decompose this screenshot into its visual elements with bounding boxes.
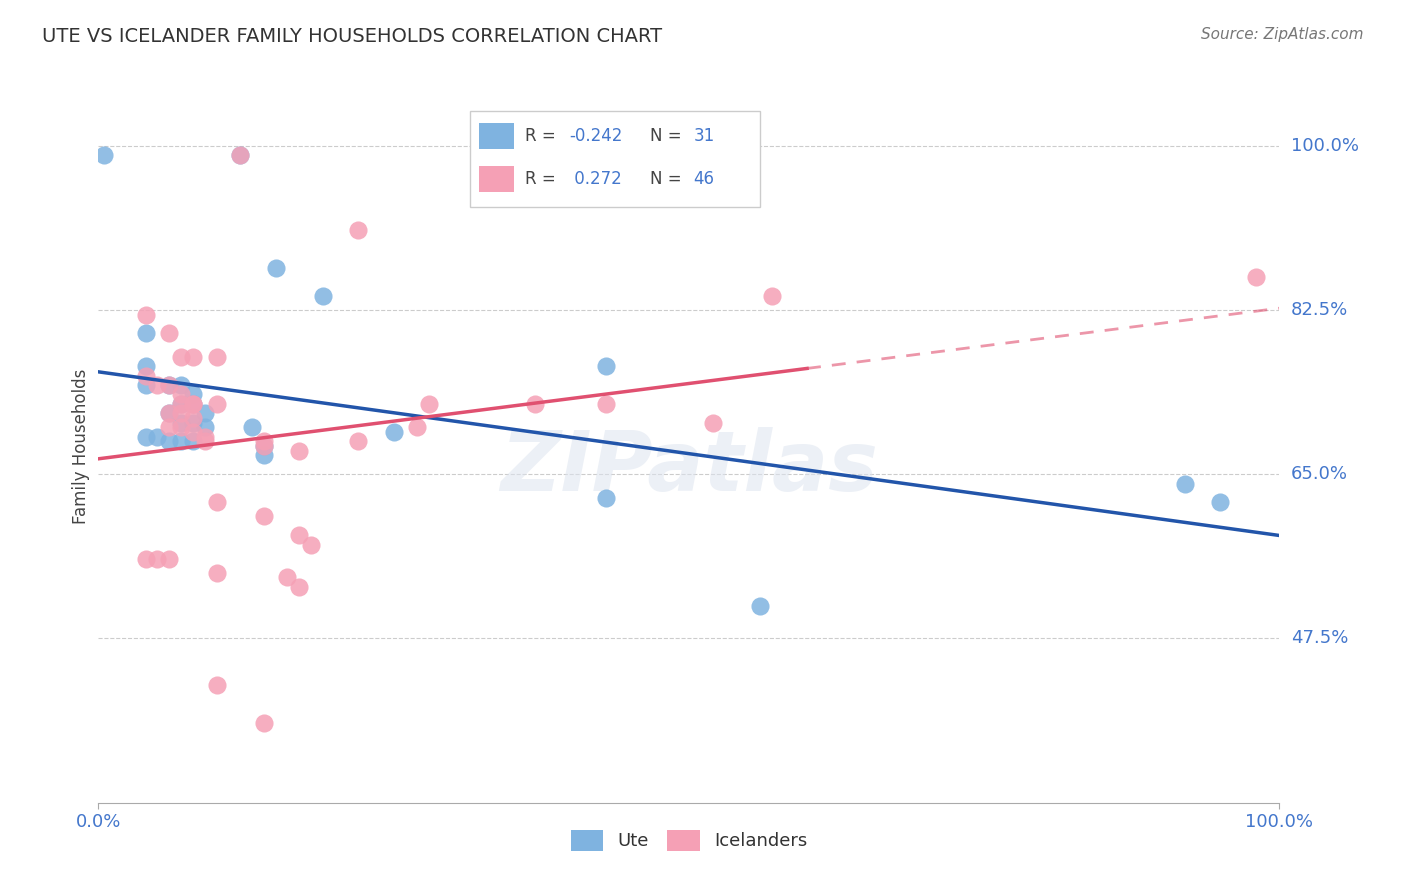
Point — [157, 378, 180, 392]
Point — [288, 443, 311, 458]
Point — [170, 406, 193, 420]
Text: UTE VS ICELANDER FAMILY HOUSEHOLDS CORRELATION CHART: UTE VS ICELANDER FAMILY HOUSEHOLDS CORRE… — [42, 27, 662, 45]
Point — [595, 359, 617, 374]
Point — [229, 148, 252, 162]
Point — [146, 378, 169, 392]
Point — [253, 434, 276, 449]
Point — [157, 434, 180, 449]
Point — [170, 378, 193, 392]
Point — [418, 397, 440, 411]
Point — [135, 429, 157, 443]
Point — [229, 148, 252, 162]
Point — [194, 406, 217, 420]
Point — [205, 350, 228, 364]
Point — [181, 434, 204, 449]
Text: ZIPatlas: ZIPatlas — [501, 427, 877, 508]
Point — [205, 678, 228, 692]
Point — [524, 397, 547, 411]
Text: 82.5%: 82.5% — [1291, 301, 1348, 318]
Point — [181, 410, 204, 425]
Point — [194, 420, 217, 434]
Point — [205, 566, 228, 580]
Text: 47.5%: 47.5% — [1291, 630, 1348, 648]
Text: Source: ZipAtlas.com: Source: ZipAtlas.com — [1201, 27, 1364, 42]
Point — [135, 368, 157, 383]
Text: 65.0%: 65.0% — [1291, 465, 1347, 483]
Point — [170, 350, 193, 364]
Point — [135, 326, 157, 341]
Point — [157, 551, 180, 566]
Point — [205, 495, 228, 509]
Point — [157, 378, 180, 392]
Point — [170, 397, 193, 411]
Point — [253, 716, 276, 731]
Point — [135, 308, 157, 322]
Point — [146, 551, 169, 566]
Point — [181, 387, 204, 401]
Point — [253, 509, 276, 524]
Point — [253, 439, 276, 453]
Point — [135, 359, 157, 374]
Point — [194, 429, 217, 443]
Point — [181, 425, 204, 439]
Point — [347, 434, 370, 449]
Y-axis label: Family Households: Family Households — [72, 368, 90, 524]
Point — [702, 416, 724, 430]
Point — [170, 416, 193, 430]
Point — [595, 491, 617, 505]
Point — [135, 378, 157, 392]
Point — [312, 289, 335, 303]
Legend: Ute, Icelanders: Ute, Icelanders — [564, 822, 814, 858]
Point — [93, 148, 115, 162]
Point — [406, 420, 429, 434]
Text: 100.0%: 100.0% — [1291, 136, 1358, 154]
Point — [761, 289, 783, 303]
Point — [194, 434, 217, 449]
Point — [157, 406, 180, 420]
Point — [181, 350, 204, 364]
Point — [748, 599, 770, 613]
Point — [157, 420, 180, 434]
Point — [135, 551, 157, 566]
Point — [288, 580, 311, 594]
Point — [299, 538, 322, 552]
Point — [157, 406, 180, 420]
Point — [181, 416, 204, 430]
Point — [276, 570, 298, 584]
Point — [1244, 270, 1267, 285]
Point — [170, 387, 193, 401]
Point — [181, 397, 204, 411]
Point — [170, 397, 193, 411]
Point — [1174, 476, 1197, 491]
Point — [347, 223, 370, 237]
Point — [253, 439, 276, 453]
Point — [382, 425, 405, 439]
Point — [288, 528, 311, 542]
Point — [170, 420, 193, 434]
Point — [181, 397, 204, 411]
Point — [205, 397, 228, 411]
Point — [181, 397, 204, 411]
Point — [157, 326, 180, 341]
Point — [253, 449, 276, 463]
Point — [595, 397, 617, 411]
Point — [146, 429, 169, 443]
Point — [1209, 495, 1232, 509]
Point — [170, 434, 193, 449]
Point — [240, 420, 263, 434]
Point — [264, 260, 287, 275]
